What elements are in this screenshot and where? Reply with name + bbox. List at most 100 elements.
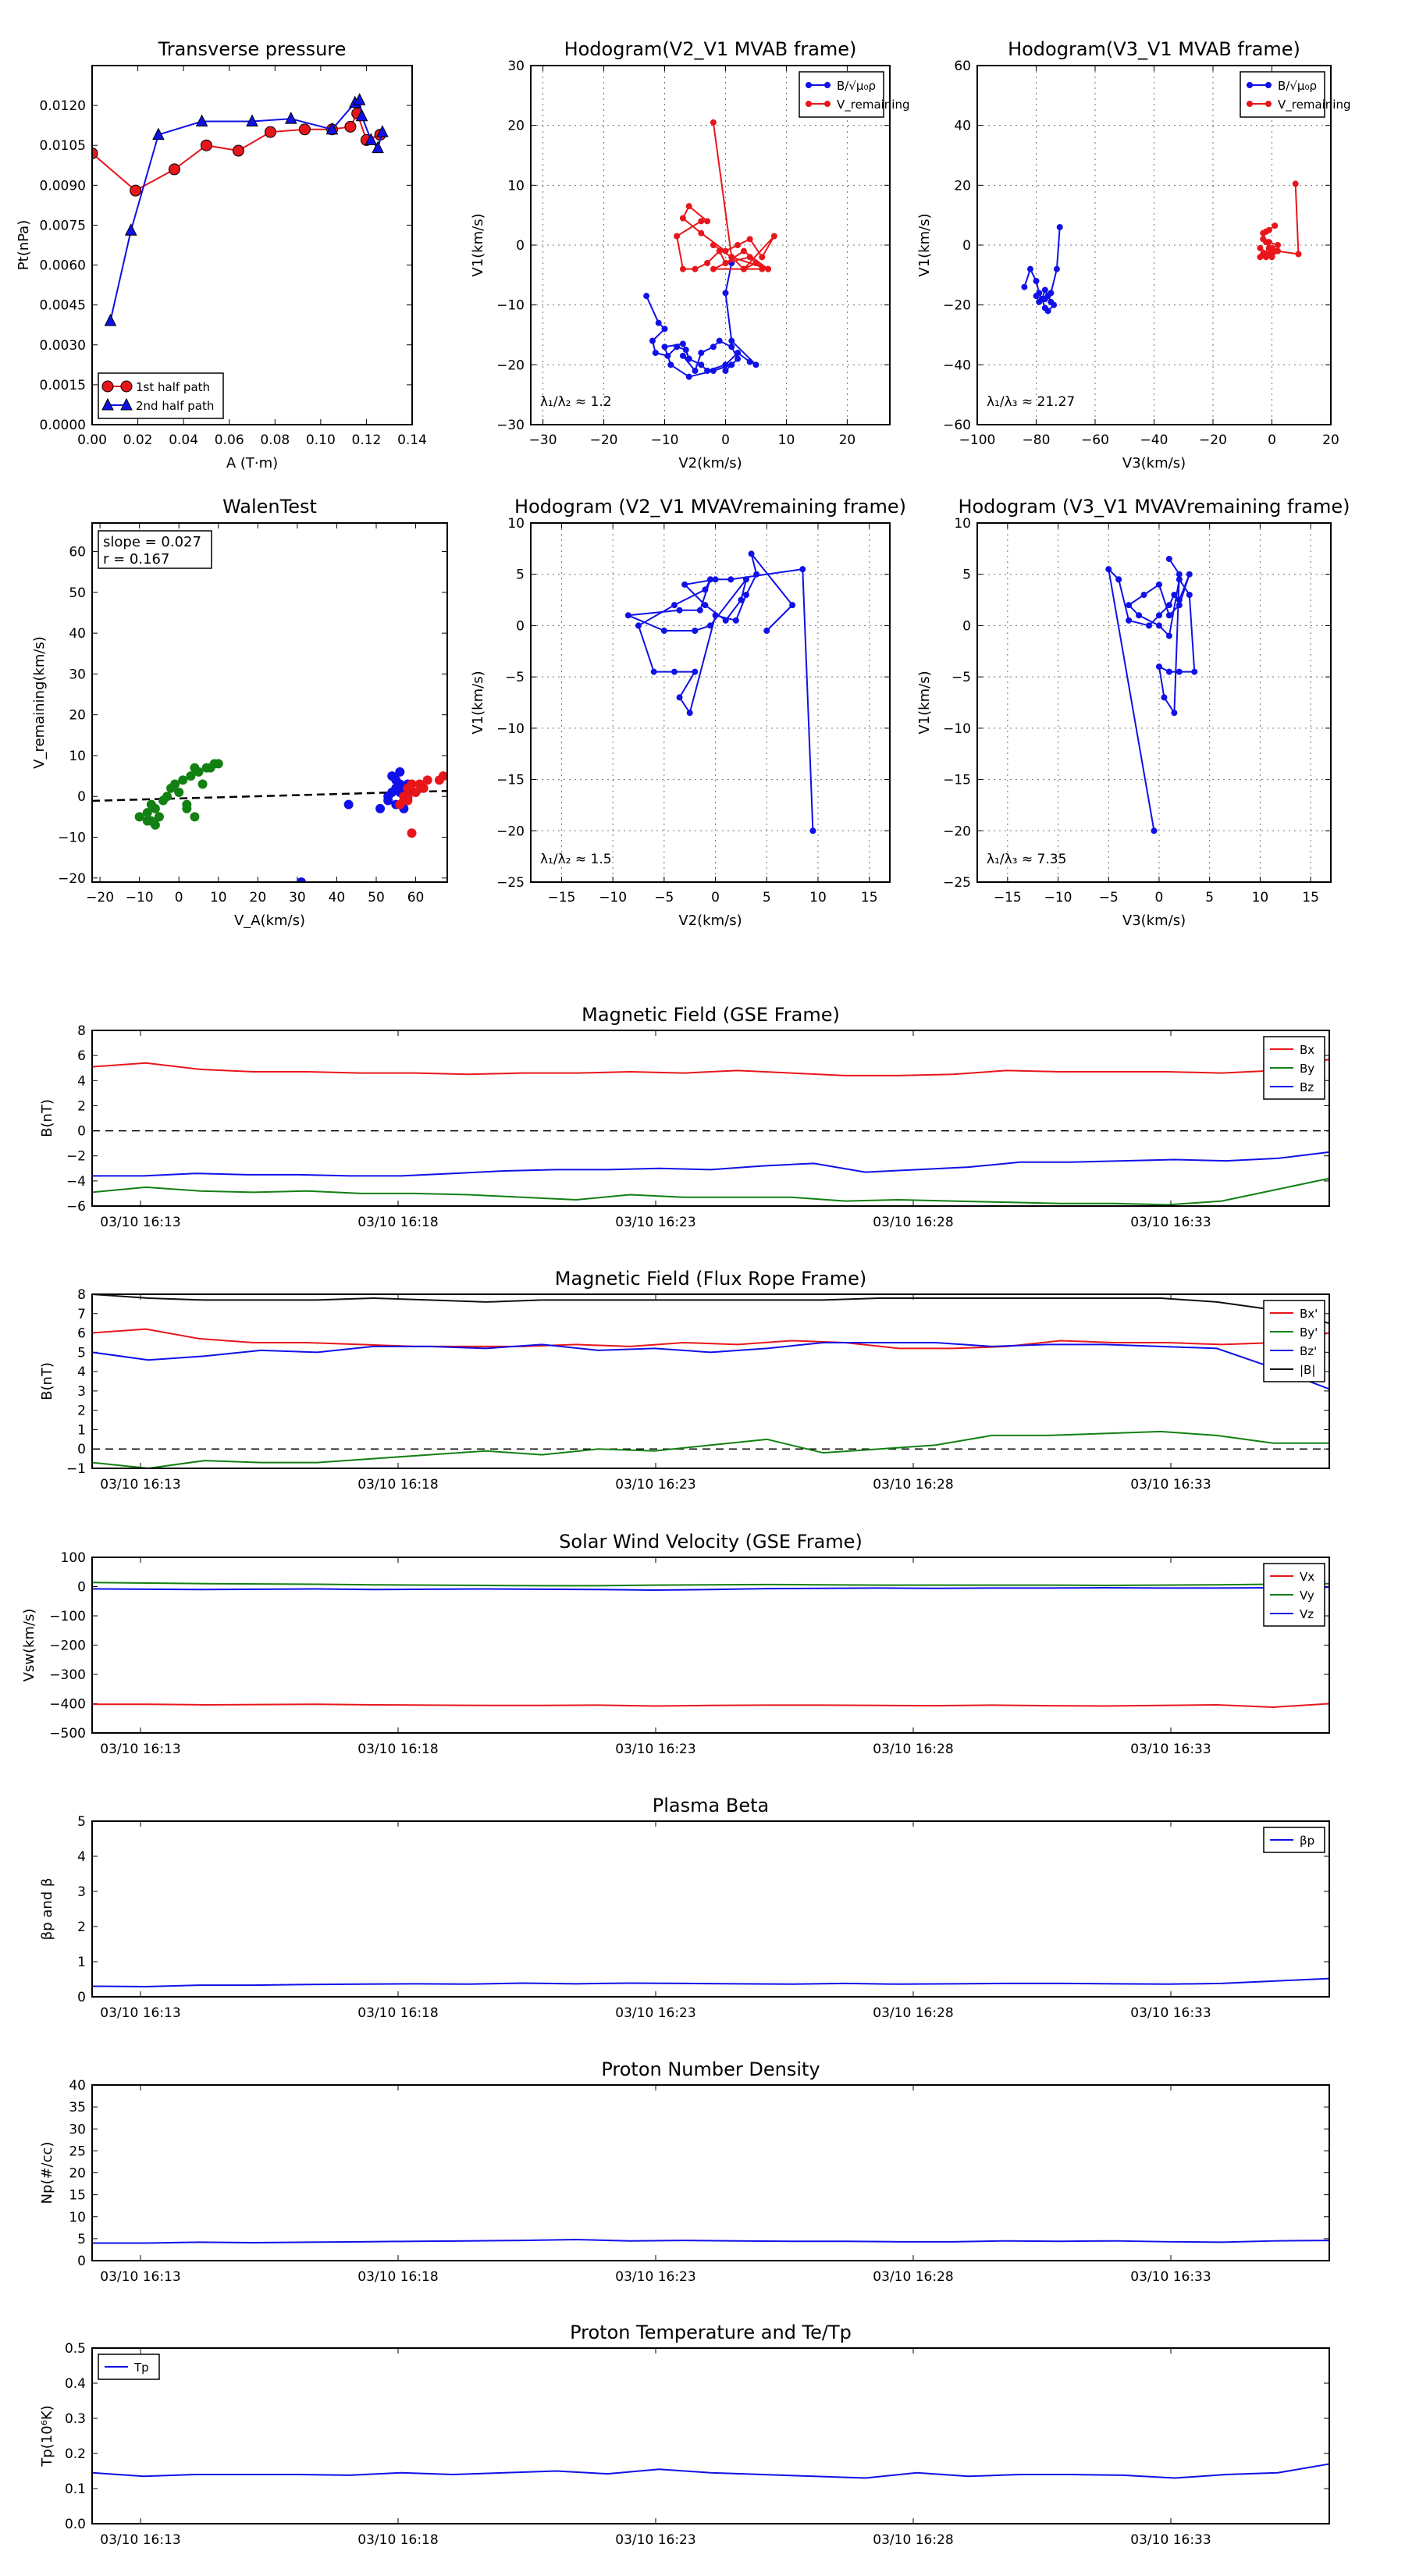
x-tick-label: 03/10 16:13 [100,1215,180,1230]
data-point [1155,581,1162,588]
y-tick-label: 0.0060 [40,258,86,274]
data-point [738,596,745,603]
annotation: slope = 0.027 [103,534,201,550]
x-tick-label: 20 [250,890,267,906]
y-tick-label: −60 [943,418,971,433]
y-tick-label: 0 [516,618,525,634]
data-point [197,779,208,789]
y-axis-label: B(nT) [39,1099,55,1137]
data-point [702,586,709,593]
y-tick-label: −400 [49,1697,86,1713]
data-point [298,123,311,136]
legend: B/√μ₀ρ V_remaining [1240,71,1351,118]
data-layer [1021,180,1302,315]
data-point [679,215,686,222]
data-point [325,122,339,135]
x-tick-label: 10 [778,432,795,448]
series-line [92,1430,1329,1468]
legend-label: |B| [1300,1363,1315,1377]
data-point [692,668,699,675]
data-point [671,602,678,609]
x-tick-label: −20 [1199,432,1227,448]
data-point [671,668,678,675]
x-tick-label: 03/10 16:33 [1130,1215,1211,1230]
plot-frame [976,65,1332,425]
data-point [1257,244,1264,251]
y-tick-label: 0 [77,1124,86,1140]
data-point [746,358,753,365]
x-tick-label: −10 [126,890,154,906]
data-point [1056,224,1063,230]
y-tick-label: 1 [77,1422,86,1438]
data-point [1146,622,1153,629]
legend: Bx By Bz [1263,1036,1325,1100]
y-tick-label: 0.0000 [40,418,86,433]
legend-marker [824,82,831,88]
y-tick-label: 10 [954,516,971,532]
data-point [704,260,711,266]
legend-label: B/√μ₀ρ [1278,79,1317,93]
data-point [735,350,742,356]
data-point [182,803,192,813]
x-tick-label: 03/10 16:13 [100,2532,180,2548]
data-point [743,576,749,583]
y-tick-label: 15 [69,2188,86,2204]
data-point [264,126,276,138]
x-tick-label: 40 [329,890,346,906]
y-tick-label: 5 [516,568,525,583]
data-point [1191,668,1198,675]
x-axis-label: V2(km/s) [678,913,742,929]
y-tick-label: −20 [943,824,971,839]
data-point [752,260,759,266]
data-layer [92,1058,1329,1206]
x-tick-label: 03/10 16:28 [873,2532,953,2548]
y-tick-label: −15 [496,773,525,788]
chart-title: Hodogram (V3_V1 MVAVremaining frame) [958,496,1350,518]
plot-frame [91,522,448,883]
data-point [650,668,657,675]
x-tick-label: −15 [994,890,1022,906]
data-point [1260,236,1267,243]
data-point [748,550,755,557]
data-point [661,343,668,350]
x-tick-label: 0.14 [397,432,427,448]
series-line [92,2463,1329,2479]
y-tick-label: 0.0090 [40,178,86,194]
data-point [407,779,417,789]
series-line [92,1058,1329,1076]
data-point [365,133,378,145]
chart-title: Proton Temperature and Te/Tp [570,2322,852,2343]
y-tick-label: 6 [77,1048,86,1064]
data-point [411,788,421,797]
data-point [1272,222,1279,229]
chart-title: Magnetic Field (GSE Frame) [582,1004,840,1026]
data-point [142,816,152,826]
legend: βp [1263,1827,1325,1853]
data-point [732,617,739,624]
data-point [710,368,717,374]
y-tick-label: −5 [951,670,971,685]
data-point [728,361,735,368]
data-point [692,628,699,634]
data-point [152,127,165,141]
data-point [759,265,766,272]
legend: B/√μ₀ρ V_remaining [799,71,910,118]
chart-title: Hodogram (V2_V1 MVAVremaining frame) [514,496,906,518]
data-point [676,694,683,701]
y-axis-label: Tp(10⁶K) [39,2405,55,2467]
data-point [1268,244,1275,251]
x-tick-label: −10 [599,890,627,906]
y-tick-label: −6 [66,1199,86,1215]
data-point [92,147,98,159]
x-tick-label: 50 [368,890,385,906]
data-point [353,93,366,105]
data-point [1171,710,1178,717]
data-point [1176,596,1183,603]
y-tick-label: 1 [77,1955,86,1970]
y-tick-label: 5 [77,1345,86,1361]
x-tick-label: 15 [861,890,878,906]
data-point [154,812,164,822]
data-point [667,361,674,368]
plot-frame [91,2347,1330,2524]
y-axis-label: V1(km/s) [916,213,933,276]
